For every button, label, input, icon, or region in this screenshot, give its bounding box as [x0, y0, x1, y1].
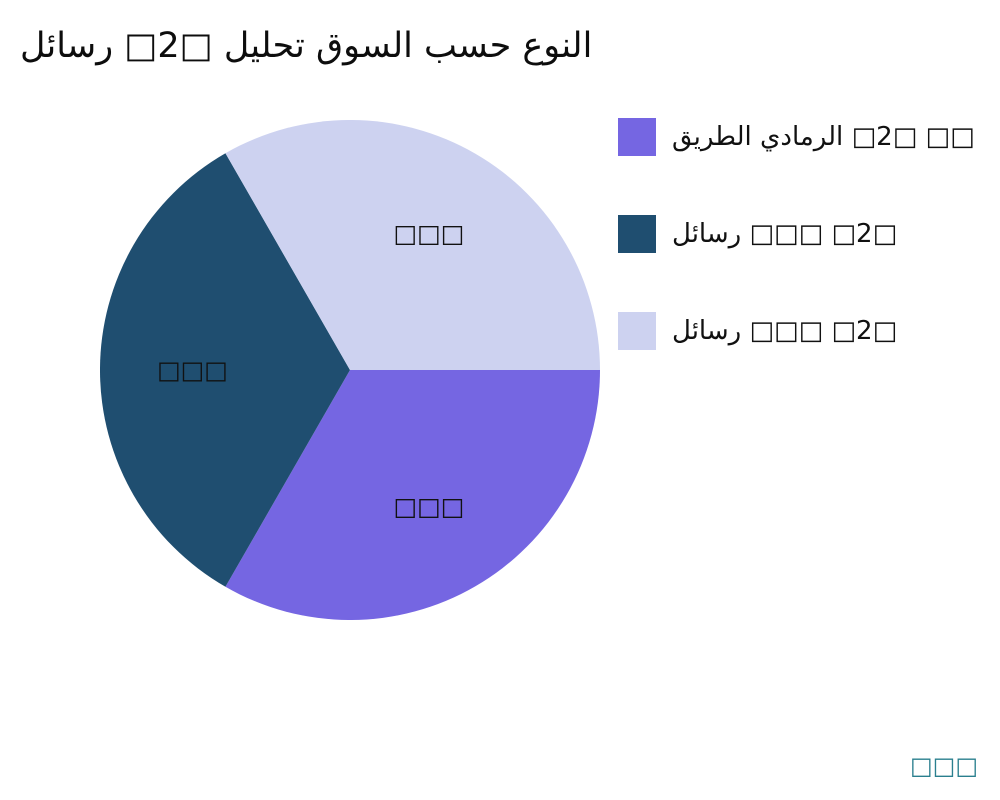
legend-swatch — [618, 312, 656, 350]
text-word: السوق — [316, 26, 413, 66]
text-word: رسائل — [672, 219, 742, 249]
slice-label: □□□ — [393, 492, 464, 521]
text-word: □□□ — [749, 219, 824, 249]
pie-svg: □□□ □□□ □□□ — [100, 120, 600, 620]
legend-label: الطريق الرمادي □2□ □□ — [672, 122, 975, 152]
text-word: تحليل — [223, 26, 305, 66]
text-word: رسائل — [672, 316, 742, 346]
legend: الطريق الرمادي □2□ □□ رسائل □□□ □2□ رسائل … — [618, 118, 975, 350]
text-word: □□ — [925, 122, 975, 152]
text-word: □2□ — [831, 316, 898, 346]
text-word: رسائل — [20, 26, 114, 66]
pie-slice — [100, 153, 350, 587]
pie-chart: □□□ □□□ □□□ — [100, 120, 600, 620]
text-word: النوع — [522, 26, 593, 66]
legend-swatch — [618, 215, 656, 253]
legend-swatch — [618, 118, 656, 156]
legend-item: الطريق الرمادي □2□ □□ — [618, 118, 975, 156]
footer-watermark: □□□ — [910, 752, 978, 780]
legend-item: رسائل □□□ □2□ — [618, 215, 975, 253]
text-word: □2□ — [851, 122, 918, 152]
text-word: □2□ — [831, 219, 898, 249]
legend-label: رسائل □□□ □2□ — [672, 316, 897, 346]
legend-label: رسائل □□□ □2□ — [672, 219, 897, 249]
pie-slice — [225, 120, 600, 370]
text-word: □□□ — [749, 316, 824, 346]
text-word: الرمادي — [760, 122, 844, 152]
text-word: حسب — [424, 26, 512, 66]
legend-item: رسائل □□□ □2□ — [618, 312, 975, 350]
pie-slice — [225, 370, 600, 620]
slice-label: □□□ — [393, 219, 464, 248]
chart-title: رسائل □2□ تحليل السوق حسب النوع — [20, 26, 592, 66]
slice-label: □□□ — [157, 356, 228, 385]
text-word: الطريق — [672, 122, 752, 152]
text-word: □□□ — [909, 752, 978, 780]
text-word: □2□ — [124, 26, 213, 66]
